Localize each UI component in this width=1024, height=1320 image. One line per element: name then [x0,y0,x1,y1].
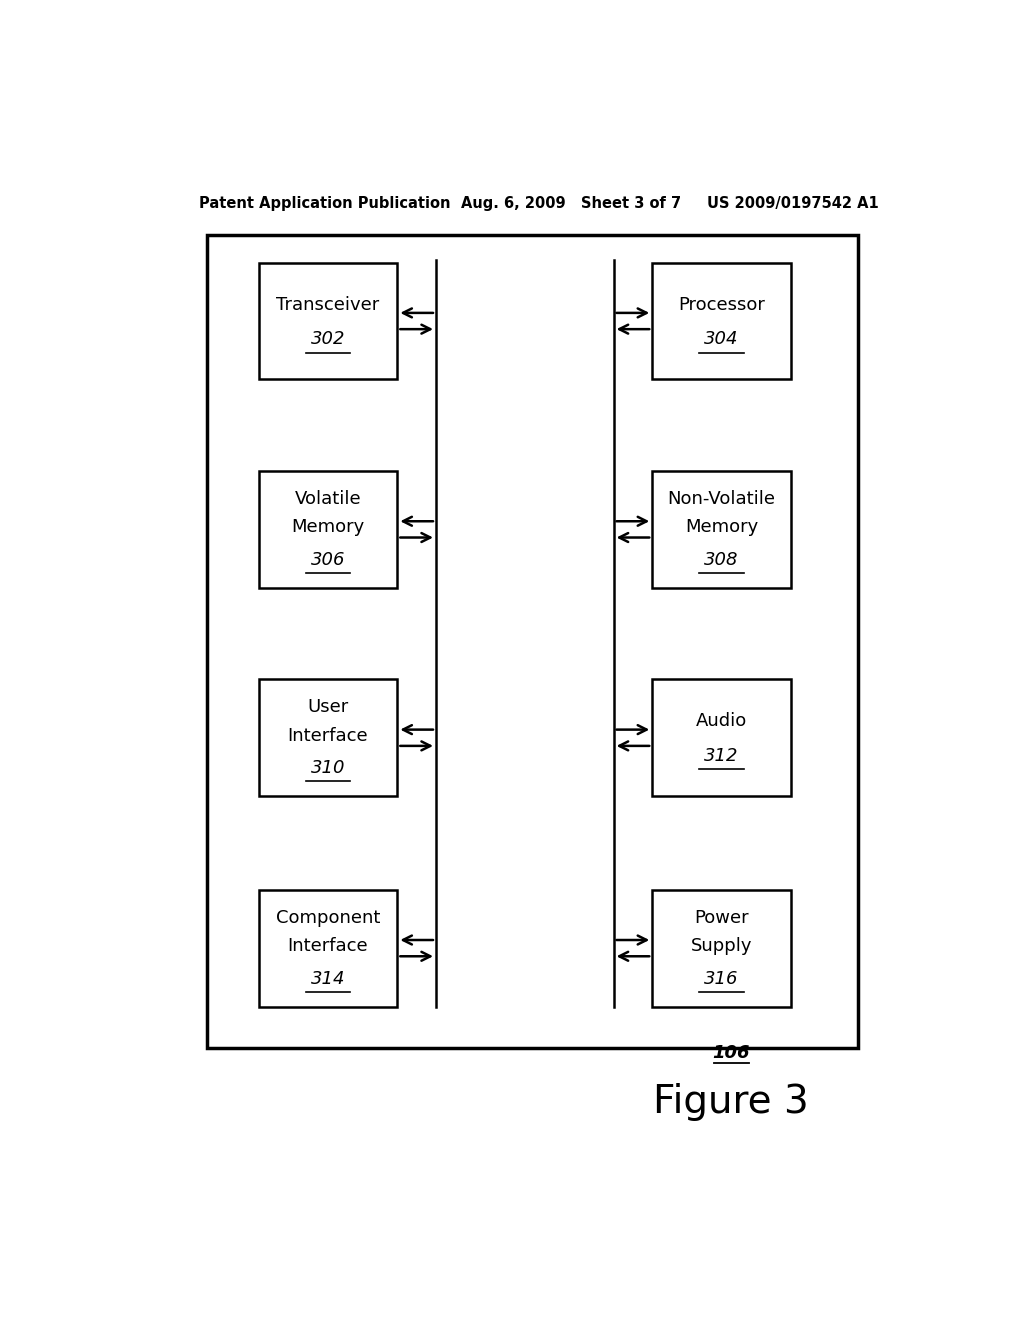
Text: 316: 316 [705,970,739,987]
Text: 314: 314 [310,970,345,987]
Text: Interface: Interface [288,937,369,956]
Bar [258,471,397,587]
Text: Transceiver: Transceiver [276,296,380,314]
Text: 106: 106 [713,1044,750,1061]
Bar [258,890,397,1007]
Text: 310: 310 [310,759,345,777]
Text: Power: Power [694,908,749,927]
Text: Component: Component [275,908,380,927]
Text: 312: 312 [705,747,739,766]
Text: User: User [307,698,348,717]
Bar [652,680,792,796]
Text: Patent Application Publication: Patent Application Publication [200,195,451,211]
Text: Interface: Interface [288,727,369,744]
Text: 306: 306 [310,550,345,569]
Bar [652,263,792,379]
Text: US 2009/0197542 A1: US 2009/0197542 A1 [708,195,879,211]
Text: 302: 302 [310,330,345,348]
Bar [652,471,792,587]
Text: Audio: Audio [696,713,748,730]
Text: Supply: Supply [691,937,753,956]
Text: 308: 308 [705,550,739,569]
Bar [652,890,792,1007]
Text: Memory: Memory [685,519,758,536]
Text: Figure 3: Figure 3 [653,1082,809,1121]
Text: Volatile: Volatile [295,490,361,508]
Text: 304: 304 [705,330,739,348]
Text: Aug. 6, 2009   Sheet 3 of 7: Aug. 6, 2009 Sheet 3 of 7 [461,195,681,211]
Text: Non-Volatile: Non-Volatile [668,490,775,508]
Bar [207,235,858,1048]
Bar [258,680,397,796]
Text: Processor: Processor [678,296,765,314]
Text: Memory: Memory [292,519,365,536]
Bar [258,263,397,379]
